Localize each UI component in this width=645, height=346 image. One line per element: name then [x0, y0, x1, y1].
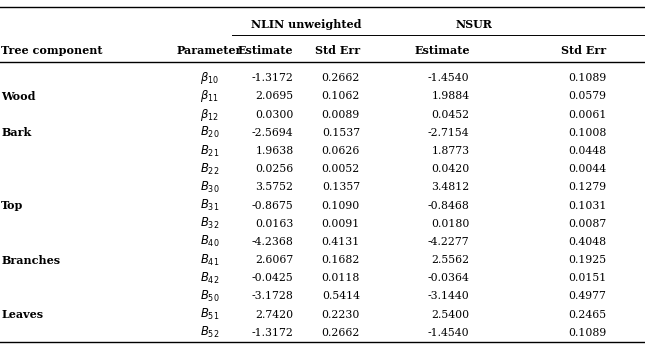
Text: 2.5400: 2.5400 — [432, 310, 470, 320]
Text: 0.0579: 0.0579 — [568, 91, 606, 101]
Text: 0.0118: 0.0118 — [322, 273, 360, 283]
Text: 0.0163: 0.0163 — [255, 219, 293, 229]
Text: 1.9638: 1.9638 — [255, 146, 293, 156]
Text: -1.3172: -1.3172 — [252, 328, 293, 338]
Text: 0.2662: 0.2662 — [322, 73, 360, 83]
Text: -0.8675: -0.8675 — [252, 201, 293, 210]
Text: Estimate: Estimate — [238, 45, 293, 56]
Text: 0.0626: 0.0626 — [322, 146, 360, 156]
Text: Leaves: Leaves — [1, 309, 43, 320]
Text: -0.8468: -0.8468 — [428, 201, 470, 210]
Text: 3.4812: 3.4812 — [432, 182, 470, 192]
Text: -3.1728: -3.1728 — [252, 291, 293, 301]
Text: 2.7420: 2.7420 — [255, 310, 293, 320]
Text: 0.1279: 0.1279 — [568, 182, 606, 192]
Text: -0.0425: -0.0425 — [252, 273, 293, 283]
Text: 2.0695: 2.0695 — [255, 91, 293, 101]
Text: 0.0091: 0.0091 — [322, 219, 360, 229]
Text: $B_{22}$: $B_{22}$ — [200, 162, 219, 177]
Text: 0.1682: 0.1682 — [322, 255, 360, 265]
Text: 0.5414: 0.5414 — [322, 291, 360, 301]
Text: 0.0089: 0.0089 — [322, 110, 360, 120]
Text: $B_{50}$: $B_{50}$ — [200, 289, 219, 304]
Text: 0.2465: 0.2465 — [568, 310, 606, 320]
Text: $B_{21}$: $B_{21}$ — [200, 144, 219, 158]
Text: -1.4540: -1.4540 — [428, 328, 470, 338]
Text: 0.1537: 0.1537 — [322, 128, 360, 138]
Text: $B_{42}$: $B_{42}$ — [200, 271, 219, 286]
Text: 0.0180: 0.0180 — [432, 219, 470, 229]
Text: $B_{31}$: $B_{31}$ — [200, 198, 219, 213]
Text: -4.2277: -4.2277 — [428, 237, 470, 247]
Text: -2.5694: -2.5694 — [252, 128, 293, 138]
Text: 0.1090: 0.1090 — [322, 201, 360, 210]
Text: Std Err: Std Err — [561, 45, 606, 56]
Text: $\beta_{10}$: $\beta_{10}$ — [200, 70, 219, 86]
Text: 0.0448: 0.0448 — [568, 146, 606, 156]
Text: $B_{51}$: $B_{51}$ — [200, 307, 219, 322]
Text: $B_{32}$: $B_{32}$ — [200, 216, 219, 231]
Text: Bark: Bark — [1, 127, 32, 138]
Text: $\beta_{12}$: $\beta_{12}$ — [200, 107, 219, 122]
Text: NSUR: NSUR — [455, 19, 493, 30]
Text: 0.4048: 0.4048 — [568, 237, 606, 247]
Text: 3.5752: 3.5752 — [255, 182, 293, 192]
Text: -4.2368: -4.2368 — [252, 237, 293, 247]
Text: 0.0052: 0.0052 — [322, 164, 360, 174]
Text: 0.1089: 0.1089 — [568, 328, 606, 338]
Text: 0.0061: 0.0061 — [568, 110, 606, 120]
Text: Branches: Branches — [1, 255, 61, 265]
Text: -0.0364: -0.0364 — [428, 273, 470, 283]
Text: $\beta_{11}$: $\beta_{11}$ — [200, 89, 219, 104]
Text: Estimate: Estimate — [414, 45, 470, 56]
Text: 0.4977: 0.4977 — [568, 291, 606, 301]
Text: $B_{40}$: $B_{40}$ — [200, 234, 219, 249]
Text: $B_{30}$: $B_{30}$ — [200, 180, 219, 195]
Text: 1.8773: 1.8773 — [432, 146, 470, 156]
Text: $B_{20}$: $B_{20}$ — [200, 125, 219, 140]
Text: 0.0420: 0.0420 — [432, 164, 470, 174]
Text: 0.2662: 0.2662 — [322, 328, 360, 338]
Text: 2.6067: 2.6067 — [255, 255, 293, 265]
Text: 0.1089: 0.1089 — [568, 73, 606, 83]
Text: Std Err: Std Err — [315, 45, 360, 56]
Text: -1.4540: -1.4540 — [428, 73, 470, 83]
Text: Tree component: Tree component — [1, 45, 103, 56]
Text: -3.1440: -3.1440 — [428, 291, 470, 301]
Text: 0.0044: 0.0044 — [568, 164, 606, 174]
Text: 0.1031: 0.1031 — [568, 201, 606, 210]
Text: 0.0151: 0.0151 — [568, 273, 606, 283]
Text: 0.4131: 0.4131 — [322, 237, 360, 247]
Text: -1.3172: -1.3172 — [252, 73, 293, 83]
Text: 1.9884: 1.9884 — [432, 91, 470, 101]
Text: Top: Top — [1, 200, 24, 211]
Text: -2.7154: -2.7154 — [428, 128, 470, 138]
Text: 0.0087: 0.0087 — [568, 219, 606, 229]
Text: 0.2230: 0.2230 — [322, 310, 360, 320]
Text: $B_{41}$: $B_{41}$ — [200, 253, 219, 267]
Text: 2.5562: 2.5562 — [432, 255, 470, 265]
Text: Parameter: Parameter — [177, 45, 243, 56]
Text: 0.0452: 0.0452 — [432, 110, 470, 120]
Text: 0.0256: 0.0256 — [255, 164, 293, 174]
Text: Wood: Wood — [1, 91, 35, 102]
Text: 0.0300: 0.0300 — [255, 110, 293, 120]
Text: $B_{52}$: $B_{52}$ — [200, 325, 219, 340]
Text: 0.1357: 0.1357 — [322, 182, 360, 192]
Text: 0.1008: 0.1008 — [568, 128, 606, 138]
Text: 0.1925: 0.1925 — [568, 255, 606, 265]
Text: 0.1062: 0.1062 — [322, 91, 360, 101]
Text: NLIN unweighted: NLIN unweighted — [251, 19, 362, 30]
